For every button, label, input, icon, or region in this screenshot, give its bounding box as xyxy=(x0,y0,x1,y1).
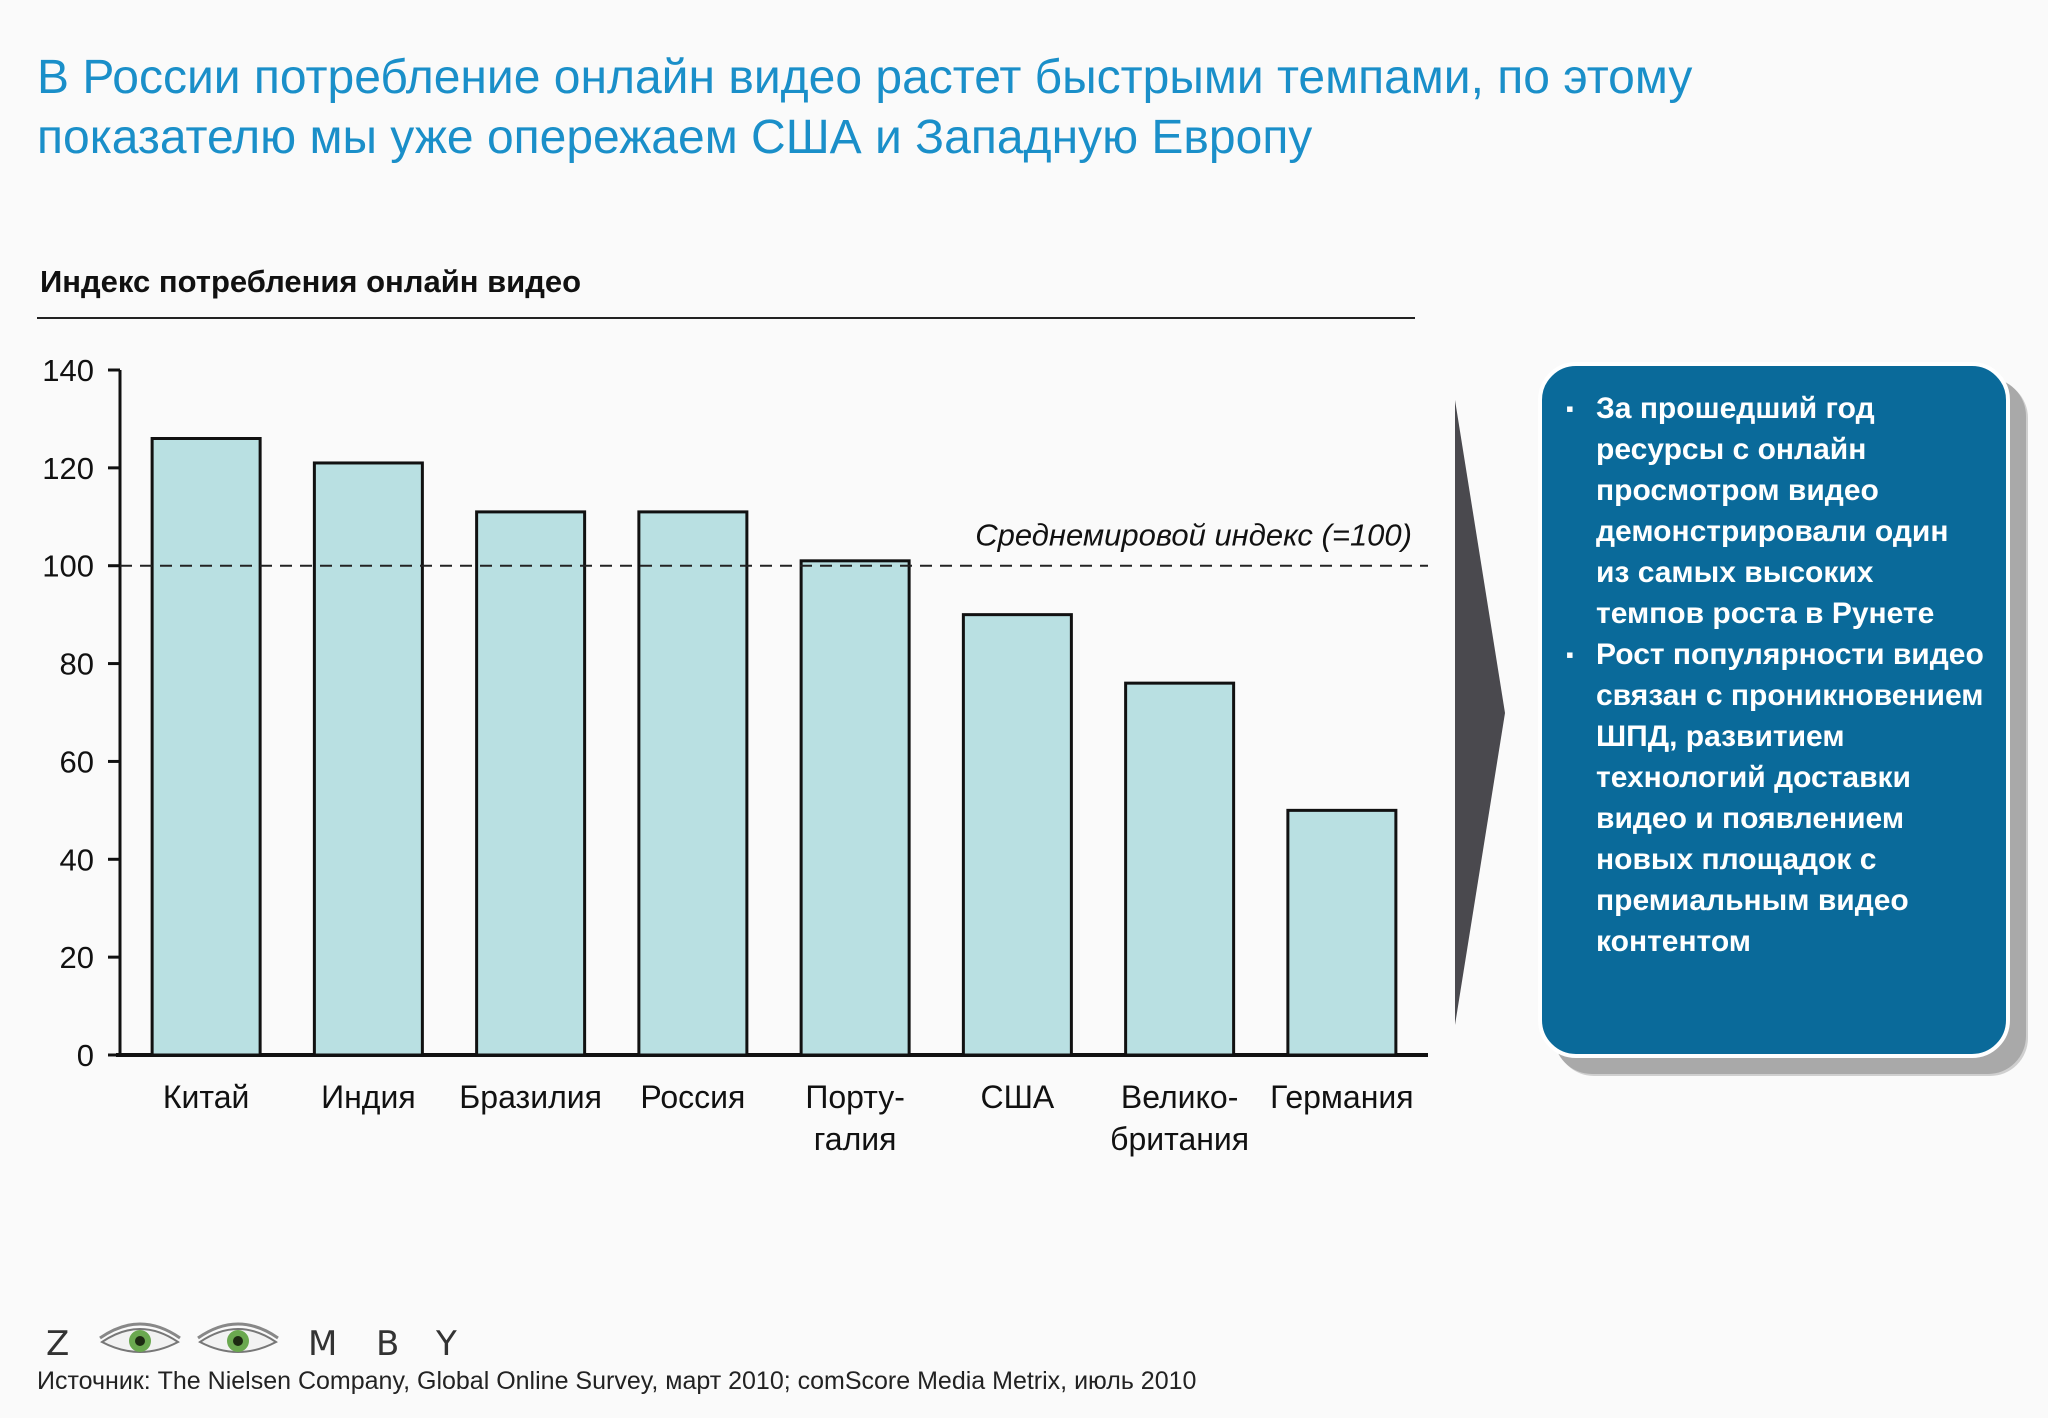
page-title-line-2: показателю мы уже опережаем США и Западн… xyxy=(37,111,1313,164)
y-tick-label: 100 xyxy=(42,549,94,584)
callout-bullet-2: ▪ Рост популярности видео связан с проник… xyxy=(1560,634,1988,962)
source-note: Источник: The Nielsen Company, Global On… xyxy=(37,1367,1197,1395)
x-tick-label: США xyxy=(980,1079,1054,1115)
x-tick-label: Бразилия xyxy=(459,1079,602,1115)
reference-line-label: Среднемировой индекс (=100) xyxy=(975,518,1412,553)
y-tick-label: 140 xyxy=(42,353,94,388)
x-tick-label: британия xyxy=(1110,1121,1249,1157)
x-tick-label: Китай xyxy=(163,1079,249,1115)
y-tick-label: 0 xyxy=(77,1038,94,1073)
eye-icon xyxy=(99,1322,181,1353)
x-tick-label: галия xyxy=(814,1121,897,1157)
page-title: В России потребление онлайн видео растет… xyxy=(37,48,1937,168)
y-tick-label: 60 xyxy=(60,744,94,779)
callout-bullet-1: ▪ За прошедший год ресурсы с онлайн просм… xyxy=(1560,388,1988,634)
x-tick-label: Германия xyxy=(1270,1079,1413,1115)
x-tick-label: Индия xyxy=(321,1079,416,1115)
bar xyxy=(1124,681,1236,1057)
bullet-icon: ▪ xyxy=(1566,396,1574,421)
bullet-icon: ▪ xyxy=(1566,642,1574,667)
page-title-line-1: В России потребление онлайн видео растет… xyxy=(37,51,1693,104)
logo-letter-b: B xyxy=(376,1324,402,1364)
bar xyxy=(961,613,1073,1057)
y-tick-label: 40 xyxy=(60,842,94,877)
arrow-shape xyxy=(1455,400,1505,1025)
bar xyxy=(312,461,424,1057)
x-tick-label: Велико- xyxy=(1121,1079,1238,1115)
logo: Z M B Y xyxy=(46,1318,486,1366)
bar xyxy=(637,510,749,1057)
chart-title-divider xyxy=(37,317,1415,319)
bar xyxy=(1286,808,1398,1057)
y-tick-label: 80 xyxy=(60,647,94,682)
logo-letter-m: M xyxy=(308,1324,340,1364)
logo-letter-z: Z xyxy=(46,1324,72,1364)
bar xyxy=(799,559,911,1057)
x-tick-label: Порту- xyxy=(805,1079,905,1115)
bar xyxy=(150,437,262,1057)
y-tick-label: 120 xyxy=(42,451,94,486)
x-tick-label: Россия xyxy=(640,1079,745,1115)
callout-bullet-text-1: За прошедший год ресурсы с онлайн просмо… xyxy=(1596,392,1949,630)
logo-letter-y: Y xyxy=(436,1324,459,1364)
chart-title: Индекс потребления онлайн видео xyxy=(40,264,582,299)
eye-icon xyxy=(197,1322,279,1353)
y-tick-label: 20 xyxy=(60,940,94,975)
bar xyxy=(475,510,587,1057)
callout-box: ▪ За прошедший год ресурсы с онлайн просм… xyxy=(1538,362,2010,1058)
callout-bullet-text-2: Рост популярности видео связан с проникн… xyxy=(1596,638,1984,958)
